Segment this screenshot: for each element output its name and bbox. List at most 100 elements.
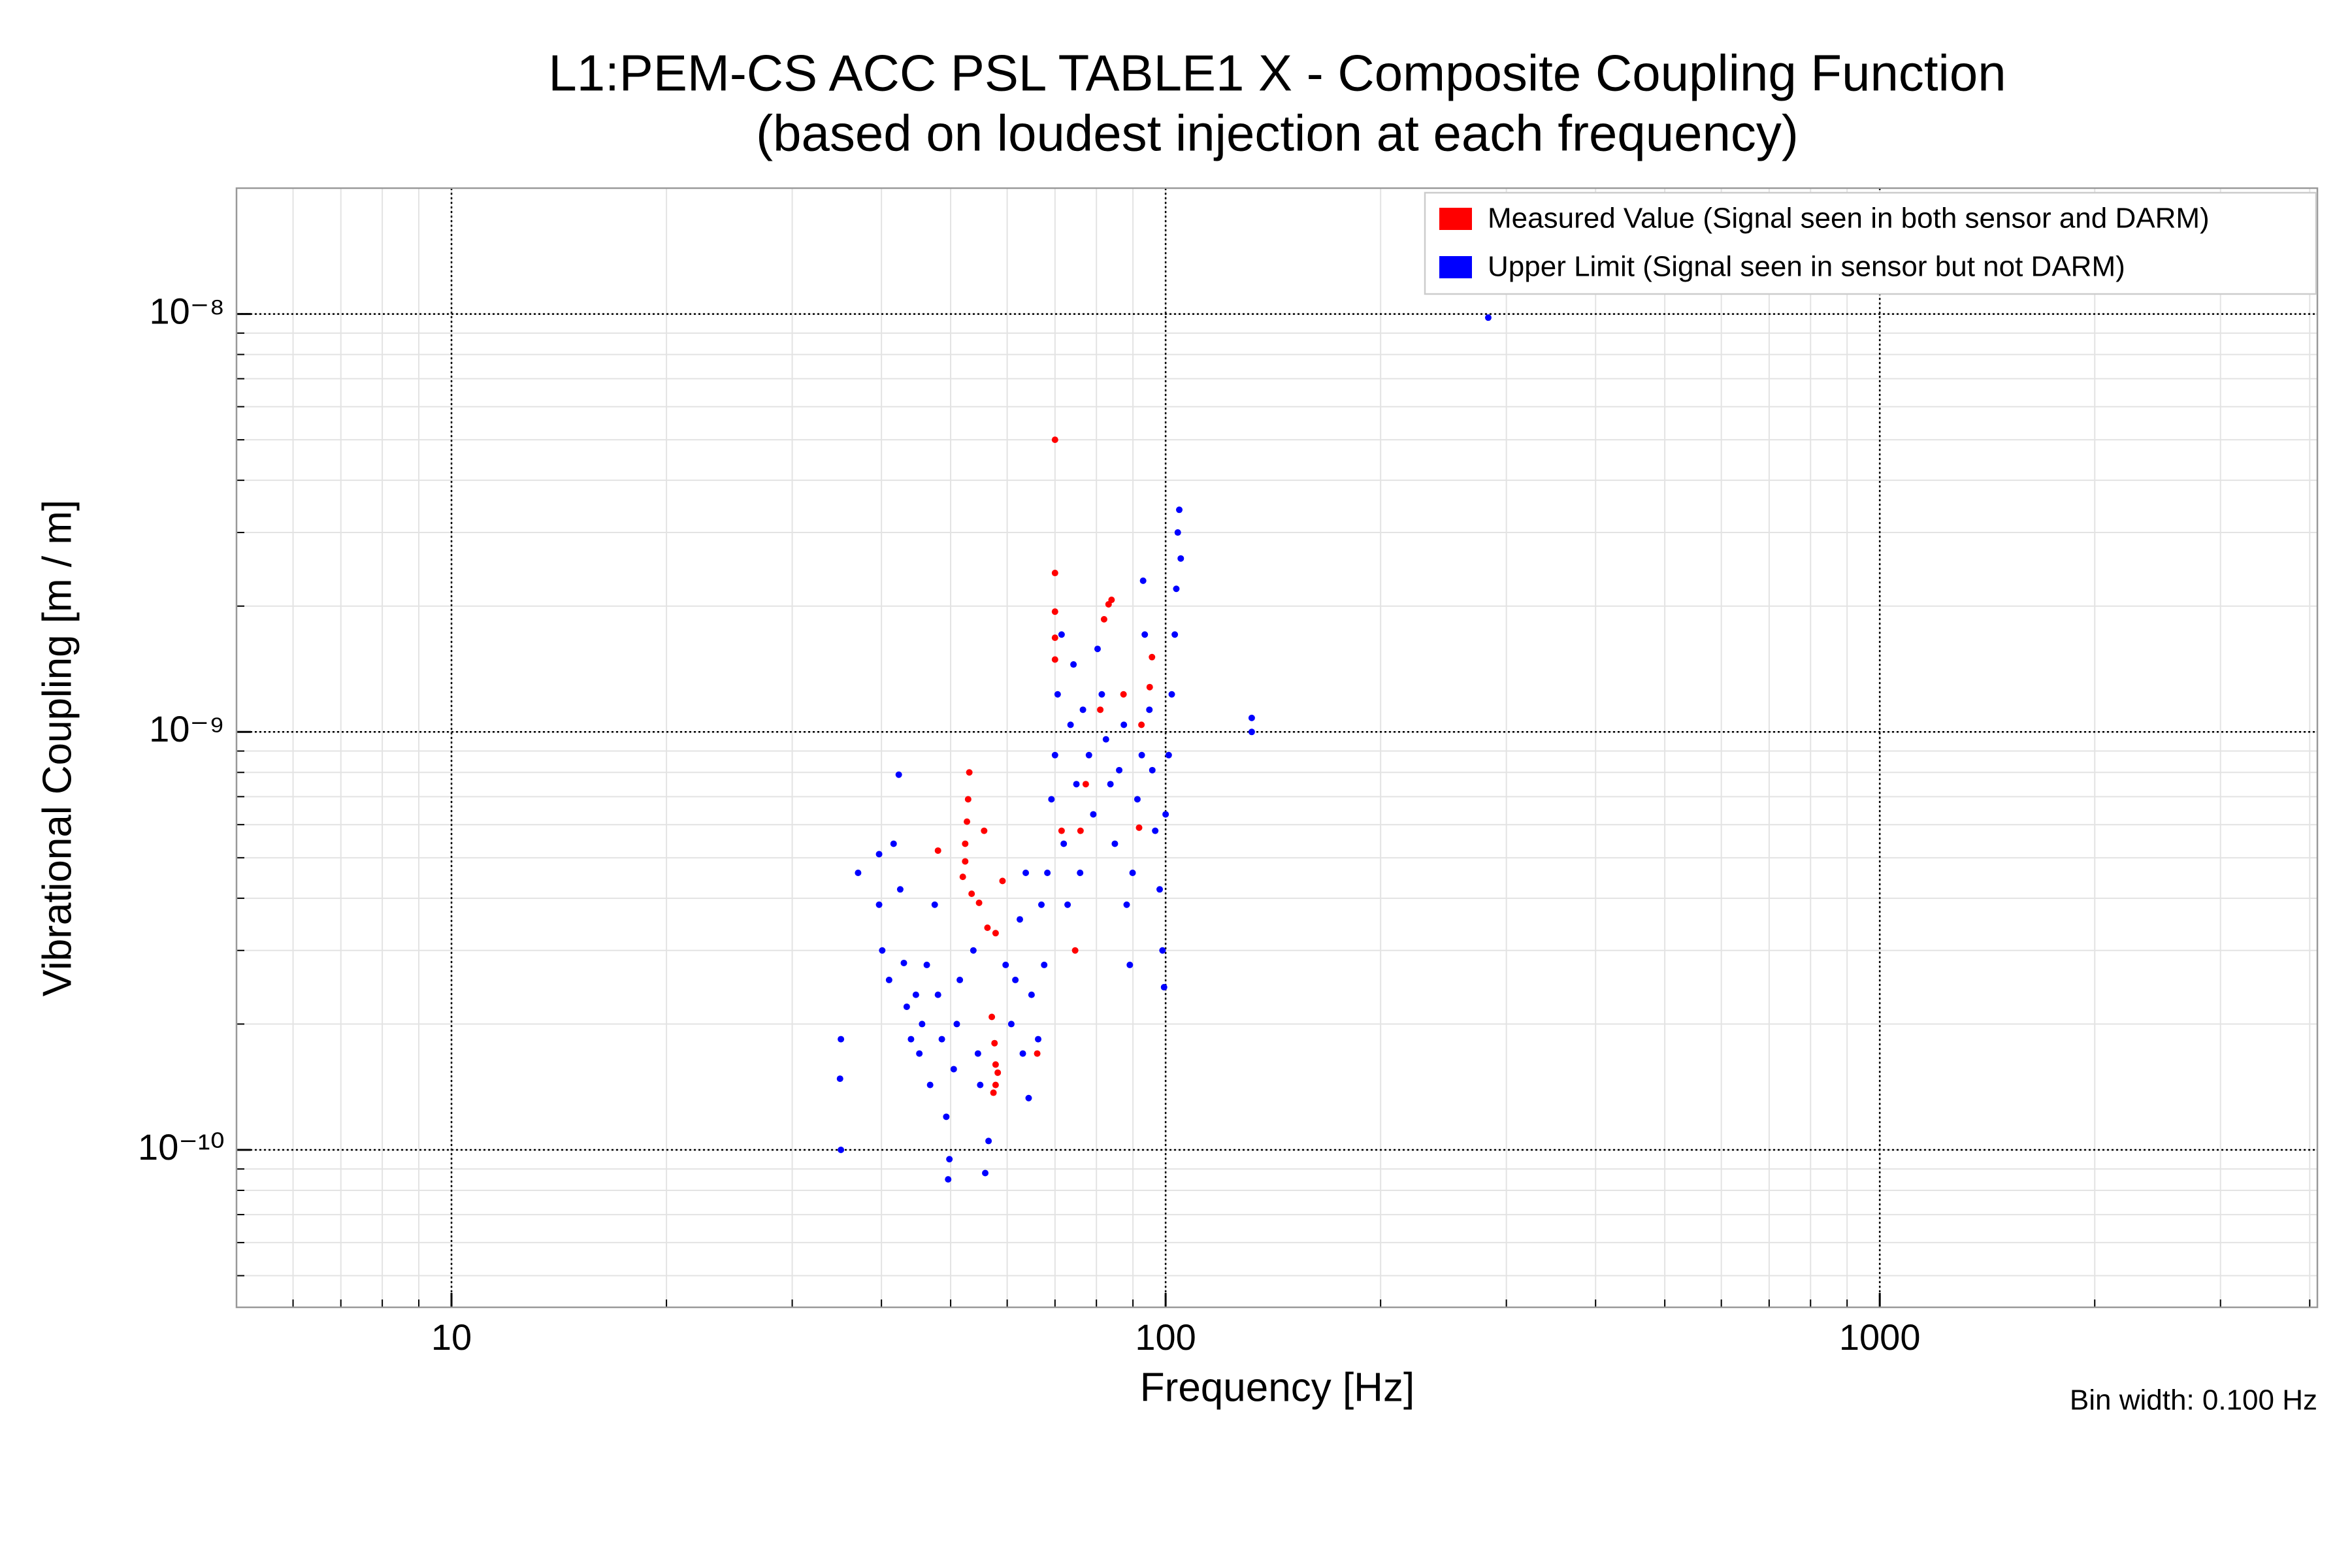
- data-point: [838, 1036, 845, 1043]
- legend-label: Measured Value (Signal seen in both sens…: [1488, 203, 2210, 235]
- chart-title: L1:PEM-CS ACC PSL TABLE1 X - Composite C…: [548, 44, 2006, 102]
- data-point: [1070, 661, 1077, 668]
- data-point: [964, 796, 972, 803]
- data-point: [950, 1066, 957, 1073]
- data-point: [1111, 840, 1119, 847]
- data-point: [1012, 976, 1019, 983]
- data-point: [1248, 728, 1255, 736]
- data-point: [992, 930, 999, 937]
- data-point: [1165, 751, 1172, 759]
- data-point: [1107, 781, 1114, 788]
- data-point: [1051, 436, 1058, 444]
- data-point: [1077, 870, 1084, 877]
- data-point: [1138, 751, 1145, 759]
- data-point: [992, 1061, 999, 1068]
- y-tick-label: 10⁻⁹: [149, 708, 225, 749]
- data-point: [981, 827, 988, 834]
- data-point: [1085, 751, 1092, 759]
- data-point: [1174, 529, 1181, 536]
- data-point: [903, 1003, 910, 1010]
- data-point: [1159, 947, 1166, 954]
- data-point: [1139, 577, 1147, 584]
- data-point: [1120, 721, 1128, 728]
- data-point: [900, 959, 907, 966]
- plot-frame: [235, 187, 2319, 1309]
- data-point: [1097, 706, 1104, 713]
- data-point: [1171, 631, 1179, 638]
- data-point: [962, 858, 969, 865]
- data-point: [970, 947, 977, 954]
- data-point: [836, 1075, 843, 1083]
- y-tick-label: 10⁻⁸: [150, 290, 225, 331]
- data-point: [896, 886, 904, 893]
- data-point: [959, 874, 966, 881]
- data-point: [1173, 585, 1180, 593]
- data-point: [974, 1050, 981, 1057]
- legend-box: [1424, 191, 2317, 295]
- data-point: [1067, 721, 1074, 728]
- data-point: [1126, 961, 1134, 968]
- data-point: [1051, 751, 1058, 759]
- x-tick-label: 100: [1135, 1316, 1196, 1358]
- data-point: [885, 976, 892, 983]
- data-point: [919, 1021, 926, 1028]
- data-point: [1248, 714, 1255, 721]
- data-point: [1129, 870, 1136, 877]
- data-point: [1051, 570, 1058, 577]
- data-point: [1054, 691, 1061, 698]
- data-point: [934, 991, 941, 998]
- data-point: [916, 1050, 923, 1057]
- data-point: [1064, 901, 1071, 908]
- data-point: [875, 851, 883, 858]
- data-point: [1002, 961, 1009, 968]
- data-point: [1048, 796, 1055, 803]
- data-point: [890, 840, 897, 847]
- data-point: [1082, 781, 1089, 788]
- data-point: [1160, 984, 1168, 991]
- data-point: [838, 1146, 845, 1153]
- data-point: [1041, 961, 1048, 968]
- data-point: [1100, 615, 1107, 623]
- legend-label: Upper Limit (Signal seen in sensor but n…: [1488, 251, 2125, 283]
- data-point: [1058, 827, 1065, 834]
- data-point: [1098, 691, 1105, 698]
- y-tick-label: 10⁻¹⁰: [138, 1126, 225, 1168]
- data-point: [1090, 811, 1097, 818]
- data-point: [1051, 656, 1058, 663]
- data-point: [926, 1081, 934, 1088]
- data-point: [1058, 631, 1065, 638]
- data-point: [1162, 811, 1169, 818]
- data-point: [1116, 766, 1123, 774]
- data-point: [1484, 314, 1492, 321]
- data-point: [1051, 634, 1058, 642]
- data-point: [938, 1036, 945, 1043]
- data-point: [1060, 840, 1068, 847]
- data-point: [1149, 653, 1156, 661]
- data-point: [855, 870, 862, 877]
- data-point: [977, 1081, 984, 1088]
- x-axis-label: Frequency [Hz]: [1140, 1365, 1414, 1410]
- data-point: [1176, 506, 1183, 514]
- data-point: [895, 771, 902, 778]
- data-point: [975, 899, 983, 906]
- y-axis-label: Vibrational Coupling [m / m]: [35, 500, 80, 996]
- data-point: [962, 840, 969, 847]
- data-point: [1028, 991, 1035, 998]
- data-point: [1138, 721, 1145, 728]
- data-point: [907, 1036, 915, 1043]
- data-point: [966, 769, 973, 776]
- data-point: [1077, 827, 1084, 834]
- data-point: [923, 961, 930, 968]
- data-point: [1146, 706, 1153, 713]
- data-point: [968, 890, 975, 897]
- data-point: [1134, 796, 1141, 803]
- data-point: [1038, 901, 1045, 908]
- data-point: [964, 818, 971, 825]
- data-point: [984, 924, 991, 931]
- data-point: [991, 1039, 998, 1047]
- data-point: [1019, 1050, 1026, 1057]
- data-point: [945, 1176, 952, 1183]
- data-point: [934, 847, 941, 854]
- x-tick-label: 10: [431, 1316, 472, 1358]
